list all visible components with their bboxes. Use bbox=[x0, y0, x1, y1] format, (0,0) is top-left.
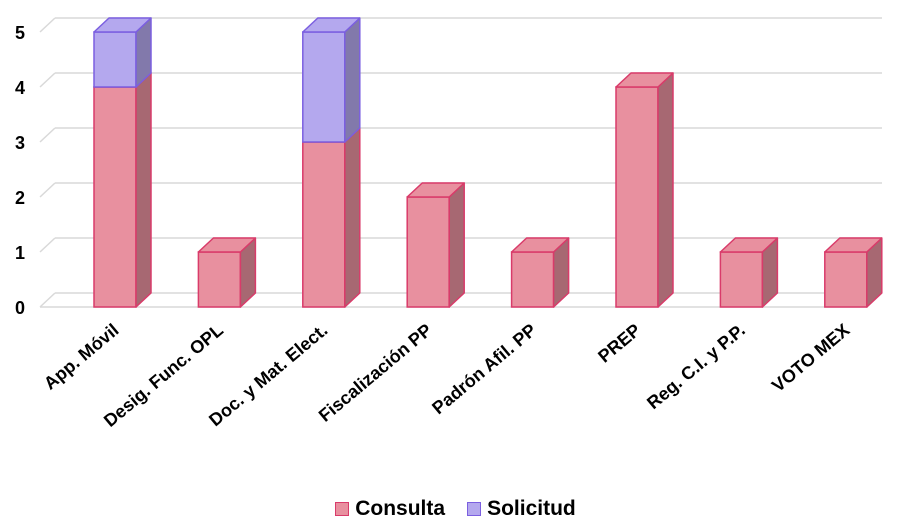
bars bbox=[93, 17, 883, 308]
legend: Consulta Solicitud bbox=[0, 497, 911, 521]
legend-swatch-solicitud bbox=[467, 502, 482, 516]
x-category-label: Padrón Afil. PP bbox=[428, 320, 540, 418]
gridline-side bbox=[39, 17, 56, 33]
bar-consulta bbox=[197, 237, 257, 308]
bar-consulta bbox=[406, 182, 465, 308]
y-tick-label: 0 bbox=[15, 298, 25, 318]
gridline-side bbox=[39, 127, 56, 143]
legend-item-solicitud: Solicitud bbox=[467, 497, 576, 521]
y-tick-label: 4 bbox=[15, 78, 25, 98]
gridline-side bbox=[39, 292, 56, 308]
bar-consulta bbox=[302, 127, 361, 308]
bar-consulta bbox=[615, 72, 674, 308]
x-category-label: PREP bbox=[594, 320, 644, 367]
y-tick-label: 5 bbox=[15, 23, 25, 43]
bar-consulta bbox=[719, 237, 779, 308]
gridline-side bbox=[39, 237, 56, 253]
x-category-label: Fiscalización PP bbox=[315, 320, 436, 426]
bar-consulta bbox=[824, 237, 883, 308]
bar-solicitud bbox=[302, 17, 361, 143]
y-axis-tick-labels: 0 1 2 3 4 5 bbox=[15, 23, 25, 318]
gridline-side bbox=[39, 182, 56, 198]
legend-label-solicitud: Solicitud bbox=[487, 497, 576, 520]
x-category-label: Reg. C.I. y P.P. bbox=[643, 320, 749, 413]
legend-item-consulta: Consulta bbox=[335, 497, 445, 521]
x-category-label: App. Móvil bbox=[40, 320, 123, 394]
legend-swatch-consulta bbox=[335, 502, 350, 516]
y-tick-label: 3 bbox=[15, 133, 25, 153]
bar-consulta bbox=[510, 237, 570, 308]
y-tick-label: 1 bbox=[15, 243, 25, 263]
x-category-label: VOTO MEX bbox=[768, 320, 853, 396]
bar-consulta bbox=[93, 72, 152, 308]
legend-label-consulta: Consulta bbox=[355, 497, 446, 520]
gridline-side bbox=[39, 72, 56, 88]
bar-solicitud bbox=[93, 17, 152, 88]
y-tick-label: 2 bbox=[15, 188, 25, 208]
